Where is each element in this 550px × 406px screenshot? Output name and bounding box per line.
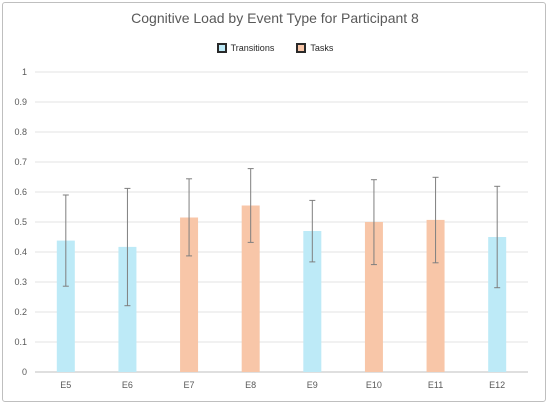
y-tick-label: 0.2 <box>14 307 27 317</box>
y-tick-label: 0.4 <box>14 247 27 257</box>
y-tick-label: 0.8 <box>14 127 27 137</box>
y-tick-label: 0.3 <box>14 277 27 287</box>
y-tick-label: 1 <box>22 67 27 77</box>
chart-frame <box>2 2 546 402</box>
bar <box>303 231 322 372</box>
bar <box>488 237 507 372</box>
x-tick-label: E9 <box>307 380 318 390</box>
legend-swatch-transitions <box>216 43 227 53</box>
x-tick-label: E10 <box>366 380 382 390</box>
bar <box>426 219 445 372</box>
y-tick-label: 0.5 <box>14 217 27 227</box>
x-tick-label: E12 <box>489 380 505 390</box>
x-tick-label: E5 <box>60 380 71 390</box>
x-tick-label: E11 <box>428 380 443 390</box>
x-tick-label: E8 <box>245 380 256 390</box>
y-tick-label: 0.9 <box>14 97 27 107</box>
bar <box>241 205 260 372</box>
legend-item-transitions: Transitions <box>216 43 275 53</box>
bar <box>180 217 199 372</box>
y-tick-label: 0.1 <box>14 337 27 347</box>
legend-swatch-tasks <box>296 43 307 53</box>
y-tick-label: 0.7 <box>14 157 27 167</box>
legend-label-transitions: Transitions <box>230 43 275 53</box>
x-tick-label: E7 <box>184 380 195 390</box>
bar <box>118 246 137 372</box>
y-tick-label: 0.6 <box>14 187 27 197</box>
legend-item-tasks: Tasks <box>296 43 333 53</box>
y-tick-label: 0 <box>22 367 27 377</box>
legend-label-tasks: Tasks <box>310 43 334 53</box>
chart-title: Cognitive Load by Event Type for Partici… <box>131 10 419 26</box>
x-tick-label: E6 <box>122 380 133 390</box>
bar <box>364 222 383 372</box>
legend: Transitions Tasks <box>0 43 550 53</box>
bar <box>56 240 75 372</box>
